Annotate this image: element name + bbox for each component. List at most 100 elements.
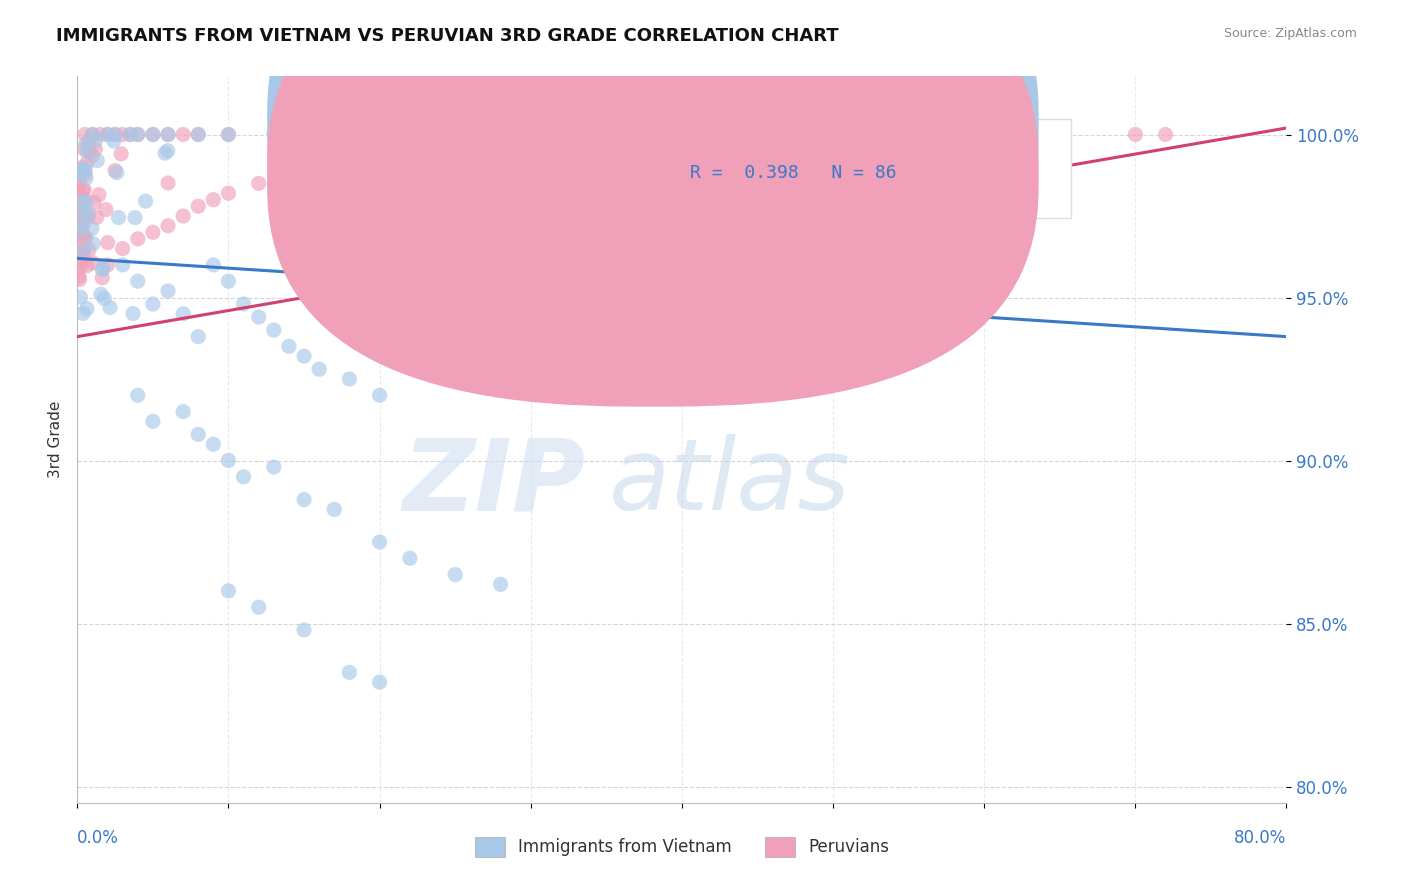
Point [202, 258, 225, 272]
Text: ZIP: ZIP [402, 434, 585, 532]
Point [157, 128, 180, 142]
Point [67, 186, 90, 201]
Point [91, 261, 114, 276]
Text: 80.0%: 80.0% [1234, 829, 1286, 847]
FancyBboxPatch shape [267, 0, 1039, 407]
Point [218, 274, 240, 288]
Point [104, 128, 127, 142]
Point [671, 258, 693, 272]
Point [67, 200, 90, 214]
Point [368, 128, 391, 142]
Point [187, 329, 209, 343]
Point [323, 502, 346, 516]
Point [187, 128, 209, 142]
Point [84, 142, 107, 156]
Point [76, 156, 98, 170]
Point [444, 130, 467, 145]
Text: R =  0.398   N = 86: R = 0.398 N = 86 [690, 163, 897, 181]
Point [142, 225, 165, 239]
Point [87, 187, 110, 202]
Point [157, 176, 180, 190]
Point [111, 128, 134, 142]
Point [444, 567, 467, 582]
Point [1154, 128, 1177, 142]
Point [278, 167, 301, 181]
Point [444, 128, 467, 142]
Point [84, 133, 107, 147]
Point [90, 287, 112, 301]
Text: R = -0.074   N = 74: R = -0.074 N = 74 [690, 114, 897, 132]
Point [69, 200, 91, 214]
Point [308, 362, 330, 376]
Point [127, 128, 149, 142]
Point [444, 297, 467, 311]
Point [278, 339, 301, 353]
Point [86, 153, 108, 168]
Point [77, 207, 100, 221]
Point [489, 577, 512, 591]
Point [72, 183, 94, 197]
Point [75, 171, 97, 186]
Point [97, 235, 120, 250]
Point [202, 193, 225, 207]
Point [399, 551, 422, 566]
Point [73, 128, 96, 142]
Point [263, 460, 285, 475]
Point [69, 255, 91, 269]
Point [75, 163, 97, 178]
Point [157, 284, 180, 298]
Y-axis label: 3rd Grade: 3rd Grade [48, 401, 63, 478]
Point [67, 176, 90, 190]
Point [77, 210, 100, 224]
Point [263, 323, 285, 337]
Point [157, 128, 180, 142]
Point [368, 535, 391, 549]
Point [73, 213, 96, 227]
Point [399, 137, 422, 152]
Point [127, 274, 149, 288]
Point [232, 470, 254, 484]
Point [127, 128, 149, 142]
Point [69, 224, 91, 238]
Point [218, 128, 240, 142]
Point [444, 128, 467, 142]
Point [172, 209, 194, 223]
Point [75, 168, 97, 182]
Point [111, 242, 134, 256]
Text: IMMIGRANTS FROM VIETNAM VS PERUVIAN 3RD GRADE CORRELATION CHART: IMMIGRANTS FROM VIETNAM VS PERUVIAN 3RD … [56, 27, 839, 45]
Point [70, 194, 93, 209]
Point [75, 230, 97, 244]
Point [75, 195, 97, 210]
Point [520, 128, 543, 142]
Legend: Immigrants from Vietnam, Peruvians: Immigrants from Vietnam, Peruvians [468, 830, 896, 863]
Point [337, 372, 360, 386]
Point [91, 262, 114, 277]
Point [67, 269, 90, 284]
Point [94, 202, 117, 217]
Point [218, 583, 240, 598]
Point [96, 128, 118, 142]
Point [172, 128, 194, 142]
Point [72, 246, 94, 260]
Point [72, 306, 94, 320]
Point [368, 128, 391, 142]
Text: atlas: atlas [609, 434, 851, 532]
Point [308, 160, 330, 174]
Point [142, 414, 165, 428]
Point [82, 128, 104, 142]
Point [263, 128, 285, 142]
Point [247, 310, 270, 324]
Point [93, 292, 115, 306]
Point [368, 144, 391, 158]
Point [127, 232, 149, 246]
Point [98, 301, 121, 315]
Point [489, 317, 512, 331]
Point [595, 128, 617, 142]
Point [153, 146, 176, 161]
Point [73, 193, 96, 207]
Point [80, 221, 103, 235]
Point [218, 453, 240, 467]
Point [67, 243, 90, 257]
Point [77, 143, 100, 157]
Point [520, 242, 543, 256]
